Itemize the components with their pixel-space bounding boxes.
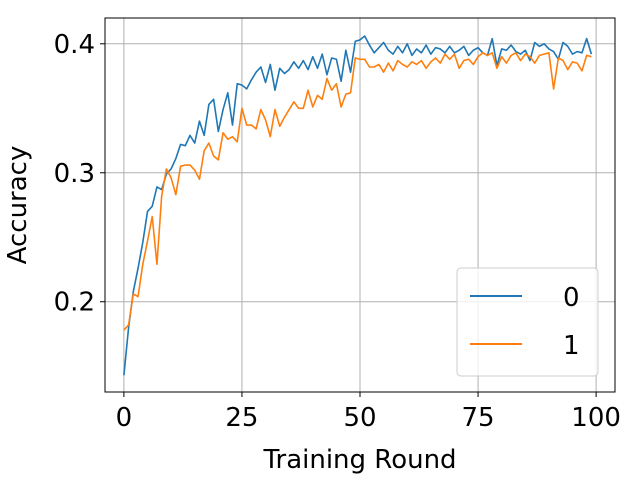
x-tick-label: 0 xyxy=(116,403,133,433)
legend-label-1: 1 xyxy=(563,331,580,361)
x-tick-label: 100 xyxy=(571,403,621,433)
grid xyxy=(105,18,615,392)
legend-label-0: 0 xyxy=(563,283,580,313)
series-layer xyxy=(123,35,593,376)
y-tick-label: 0.3 xyxy=(54,159,95,189)
x-tick-label: 50 xyxy=(343,403,376,433)
legend: 01 xyxy=(456,267,599,377)
y-tick-label: 0.2 xyxy=(54,288,95,318)
x-axis-label: Training Round xyxy=(262,445,456,475)
ticks: 0 25 50 75 100 0.2 0.3 0.4 xyxy=(54,30,621,433)
y-axis-label: Accuracy xyxy=(3,146,33,265)
series-line-0 xyxy=(123,35,593,376)
series-line-1 xyxy=(123,52,592,331)
y-tick-label: 0.4 xyxy=(54,30,95,60)
x-tick-label: 75 xyxy=(462,403,495,433)
x-tick-label: 25 xyxy=(225,403,258,433)
